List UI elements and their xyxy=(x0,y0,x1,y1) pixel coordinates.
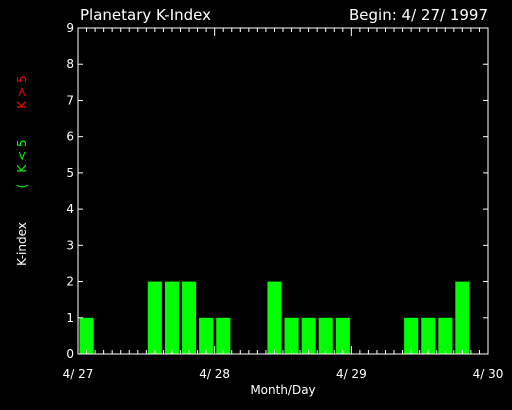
y-tick-label: 5 xyxy=(66,166,74,180)
y-tick-labels: 0 1 2 3 4 5 6 7 8 9 xyxy=(66,21,74,361)
y-tick-label: 9 xyxy=(66,21,74,35)
ticks-group xyxy=(77,27,489,355)
bar xyxy=(199,317,214,354)
x-axis-title: Month/Day xyxy=(250,383,315,397)
legend-k-high: K > 5 xyxy=(15,75,29,108)
bar xyxy=(438,317,453,354)
y-tick-label: 3 xyxy=(66,238,74,252)
bar xyxy=(267,281,282,354)
bar xyxy=(404,317,419,354)
bar xyxy=(284,317,299,354)
chart-title: Planetary K-Index xyxy=(80,6,211,24)
y-axis-title: K-index ( K < 5 K > 5 xyxy=(15,75,29,265)
y-tick-label: 1 xyxy=(66,311,74,325)
bars-group xyxy=(79,281,470,354)
chart-subtitle: Begin: 4/ 27/ 1997 xyxy=(349,6,488,24)
bar xyxy=(421,317,436,354)
y-tick-label: 7 xyxy=(66,93,74,107)
x-tick-label: 4/ 29 xyxy=(336,367,367,381)
y-tick-label: 4 xyxy=(66,202,74,216)
bar xyxy=(455,281,470,354)
bar xyxy=(216,317,231,354)
y-axis-label: K-index xyxy=(15,222,29,266)
plot-frame xyxy=(77,27,489,355)
x-tick-labels: 4/ 27 4/ 28 4/ 29 4/ 30 xyxy=(63,367,504,381)
bar xyxy=(301,317,316,354)
bar xyxy=(147,281,162,354)
bar xyxy=(182,281,197,354)
y-tick-label: 2 xyxy=(66,275,74,289)
bar xyxy=(164,281,179,354)
x-tick-label: 4/ 30 xyxy=(473,367,504,381)
y-tick-label: 8 xyxy=(66,57,74,71)
legend-k-low: K < 5 xyxy=(15,139,29,172)
bar xyxy=(79,317,94,354)
y-tick-label: 0 xyxy=(66,347,74,361)
bar xyxy=(335,317,350,354)
legend-open-paren: ( xyxy=(15,184,29,189)
bar xyxy=(318,317,333,354)
y-axis-title-group: K-index ( K < 5 K > 5 xyxy=(15,75,29,265)
y-tick-label: 6 xyxy=(66,130,74,144)
x-tick-label: 4/ 28 xyxy=(199,367,230,381)
x-tick-label: 4/ 27 xyxy=(63,367,94,381)
